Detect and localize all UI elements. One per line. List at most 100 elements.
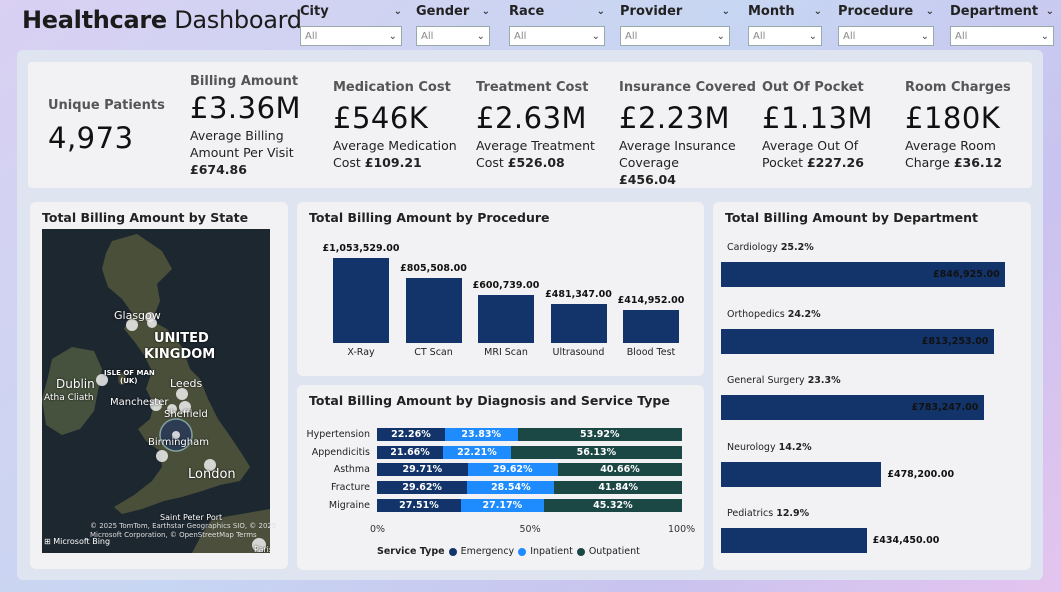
procedure-category-label: Blood Test	[626, 347, 676, 358]
department-bar[interactable]	[721, 328, 994, 354]
procedure-bar[interactable]	[333, 258, 389, 343]
department-label: Orthopedics 24.2%	[727, 308, 821, 320]
filter-race[interactable]: Race ⌄ All ⌄	[509, 2, 605, 46]
stacked-segment-outpatient[interactable]: 45.32%	[543, 498, 682, 512]
procedure-bar[interactable]	[478, 294, 534, 343]
kpi-insurance: Insurance Covered £2.23M Average Insuran…	[619, 80, 756, 187]
chevron-down-icon[interactable]: ⌄	[925, 5, 934, 17]
filter-label: Procedure	[838, 3, 914, 19]
stacked-segment-inpatient[interactable]: 23.83%	[444, 428, 518, 441]
city-bubble[interactable]	[126, 319, 138, 331]
chevron-down-icon[interactable]: ⌄	[1045, 5, 1054, 17]
filter-provider[interactable]: Provider ⌄ All ⌄	[620, 2, 730, 46]
stacked-segment-inpatient[interactable]: 22.21%	[443, 445, 511, 459]
department-bar-value: £813,253.00	[921, 335, 989, 347]
filter-value: All	[625, 30, 638, 42]
stacked-segment-outpatient[interactable]: 41.84%	[554, 481, 682, 495]
filter-department[interactable]: Department ⌄ All ⌄	[950, 2, 1054, 46]
segment-value: 22.21%	[457, 446, 497, 458]
filter-gender[interactable]: Gender ⌄ All ⌄	[416, 2, 490, 46]
stacked-segment-emergency[interactable]: 29.71%	[377, 463, 468, 477]
department-bar-value: £478,200.00	[887, 468, 955, 480]
city-bubble[interactable]	[252, 538, 266, 552]
isle-of-man-landmass	[118, 373, 126, 385]
filter-dropdown[interactable]: All ⌄	[509, 26, 605, 46]
procedure-category-label: CT Scan	[414, 347, 453, 358]
stacked-segment-emergency[interactable]: 22.26%	[377, 428, 445, 441]
procedure-bar[interactable]	[550, 304, 607, 343]
chevron-down-icon[interactable]: ⌄	[813, 5, 822, 17]
legend-item[interactable]: Emergency	[460, 546, 515, 557]
stacked-segment-inpatient[interactable]: 28.54%	[467, 481, 555, 495]
ireland-landmass	[42, 347, 102, 435]
city-bubble[interactable]	[156, 450, 168, 462]
department-label: Neurology 14.2%	[727, 441, 812, 453]
stacked-segment-outpatient[interactable]: 56.13%	[510, 445, 682, 459]
filter-city[interactable]: City ⌄ All ⌄	[300, 2, 402, 46]
department-bar[interactable]	[721, 262, 1005, 287]
city-bubble[interactable]	[172, 431, 180, 439]
stacked-segment-outpatient[interactable]: 53.92%	[517, 428, 682, 441]
stacked-segment-outpatient[interactable]: 40.66%	[557, 463, 682, 477]
department-bar[interactable]	[721, 395, 984, 420]
stacked-segment-emergency[interactable]: 27.51%	[377, 498, 461, 512]
procedure-bar-value: £481,347.00	[545, 289, 612, 301]
segment-value: 23.83%	[461, 429, 501, 440]
kpi-value: £2.63M	[476, 101, 588, 135]
diagnosis-label: Migraine	[328, 499, 370, 511]
legend-title: Service Type	[377, 546, 445, 557]
uk-map[interactable]: Glasgow UNITED KINGDOM Dublin Atha Cliat…	[42, 229, 270, 553]
great-britain-landmass	[102, 234, 250, 514]
chevron-down-icon[interactable]: ⌄	[481, 5, 490, 17]
dropdown-arrow-icon: ⌄	[388, 30, 397, 42]
segment-value: 27.51%	[399, 499, 439, 511]
filter-dropdown[interactable]: All ⌄	[620, 26, 730, 46]
stacked-segment-emergency[interactable]: 29.62%	[377, 481, 468, 495]
segment-value: 45.32%	[593, 499, 633, 511]
city-bubble[interactable]	[204, 459, 216, 471]
chevron-down-icon[interactable]: ⌄	[721, 5, 730, 17]
procedure-bar[interactable]	[623, 309, 679, 343]
diagnosis-label: Fracture	[330, 482, 370, 494]
stacked-segment-inpatient[interactable]: 27.17%	[460, 498, 544, 512]
filter-dropdown[interactable]: All ⌄	[748, 26, 822, 46]
filter-value: All	[955, 30, 968, 42]
legend-item[interactable]: Outpatient	[588, 546, 640, 557]
chevron-down-icon[interactable]: ⌄	[393, 5, 402, 17]
dropdown-arrow-icon: ⌄	[808, 30, 817, 42]
map-card-title: Total Billing Amount by State	[42, 210, 249, 225]
city-bubble[interactable]	[150, 399, 162, 411]
map-terrain	[42, 229, 270, 553]
segment-value: 29.71%	[402, 464, 443, 476]
city-bubble[interactable]	[179, 401, 191, 413]
filter-dropdown[interactable]: All ⌄	[300, 26, 402, 46]
segment-value: 29.62%	[492, 464, 533, 476]
filter-dropdown[interactable]: All ⌄	[416, 26, 490, 46]
city-bubble[interactable]	[96, 374, 108, 386]
filter-value: All	[514, 30, 527, 42]
filter-procedure[interactable]: Procedure ⌄ All ⌄	[838, 2, 934, 46]
legend-swatch	[576, 547, 585, 556]
kpi-value: £2.23M	[619, 101, 731, 135]
filter-dropdown[interactable]: All ⌄	[950, 26, 1054, 46]
legend-item[interactable]: Inpatient	[530, 546, 573, 557]
diagnosis-label: Appendicitis	[311, 446, 370, 458]
filter-value: All	[421, 30, 434, 42]
city-bubble[interactable]	[167, 404, 177, 414]
filter-dropdown[interactable]: All ⌄	[838, 26, 934, 46]
chevron-down-icon[interactable]: ⌄	[596, 5, 605, 17]
x-axis-tick: 100%	[668, 524, 696, 535]
procedure-bar[interactable]	[405, 278, 462, 343]
filter-month[interactable]: Month ⌄ All ⌄	[748, 2, 822, 46]
city-bubble[interactable]	[176, 388, 188, 400]
filter-label: Department	[950, 3, 1039, 19]
city-bubble[interactable]	[147, 318, 157, 328]
kpi-out-of-pocket: Out Of Pocket £1.13M Average Out Of Pock…	[762, 80, 877, 171]
department-bar[interactable]	[721, 528, 867, 553]
stacked-segment-emergency[interactable]: 21.66%	[377, 445, 444, 459]
stacked-segment-inpatient[interactable]: 29.62%	[467, 463, 558, 477]
department-bar-value: £783,247.00	[911, 402, 979, 413]
department-bar[interactable]	[721, 461, 882, 487]
x-axis-tick: 0%	[370, 524, 386, 535]
dropdown-arrow-icon: ⌄	[591, 30, 600, 42]
